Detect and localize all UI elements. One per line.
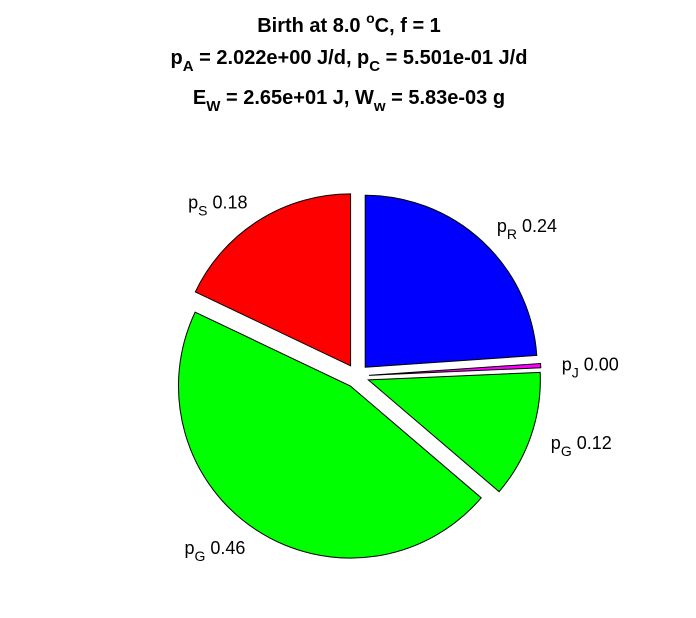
- title-line-3: EW = 2.65e+01 J, Ww = 5.83e-03 g: [193, 87, 505, 115]
- pie-slice-pR: [364, 194, 538, 368]
- pie-label-pG2: pG 0.46: [184, 538, 245, 564]
- chart-title: Birth at 8.0 oC, f = 1 pA = 2.022e+00 J/…: [171, 10, 528, 115]
- pie-slice-pG2: [177, 311, 482, 559]
- pie-label-pG1: pG 0.12: [551, 433, 612, 459]
- title-line-2: pA = 2.022e+00 J/d, pC = 5.501e-01 J/d: [171, 47, 528, 75]
- pie-slice-pS: [194, 193, 352, 367]
- title-line-1: Birth at 8.0 oC, f = 1: [257, 10, 441, 37]
- pie-labels: pR 0.24 pJ 0.00 pG 0.12 pG 0.46 pS 0.18: [184, 193, 618, 564]
- pie-slices: [177, 193, 542, 559]
- pie-label-pJ: pJ 0.00: [562, 355, 619, 381]
- pie-label-pR: pR 0.24: [497, 216, 557, 242]
- pie-slice-pG1: [367, 371, 541, 493]
- pie-slice-pJ: [368, 362, 542, 376]
- pie-label-pS: pS 0.18: [188, 193, 247, 219]
